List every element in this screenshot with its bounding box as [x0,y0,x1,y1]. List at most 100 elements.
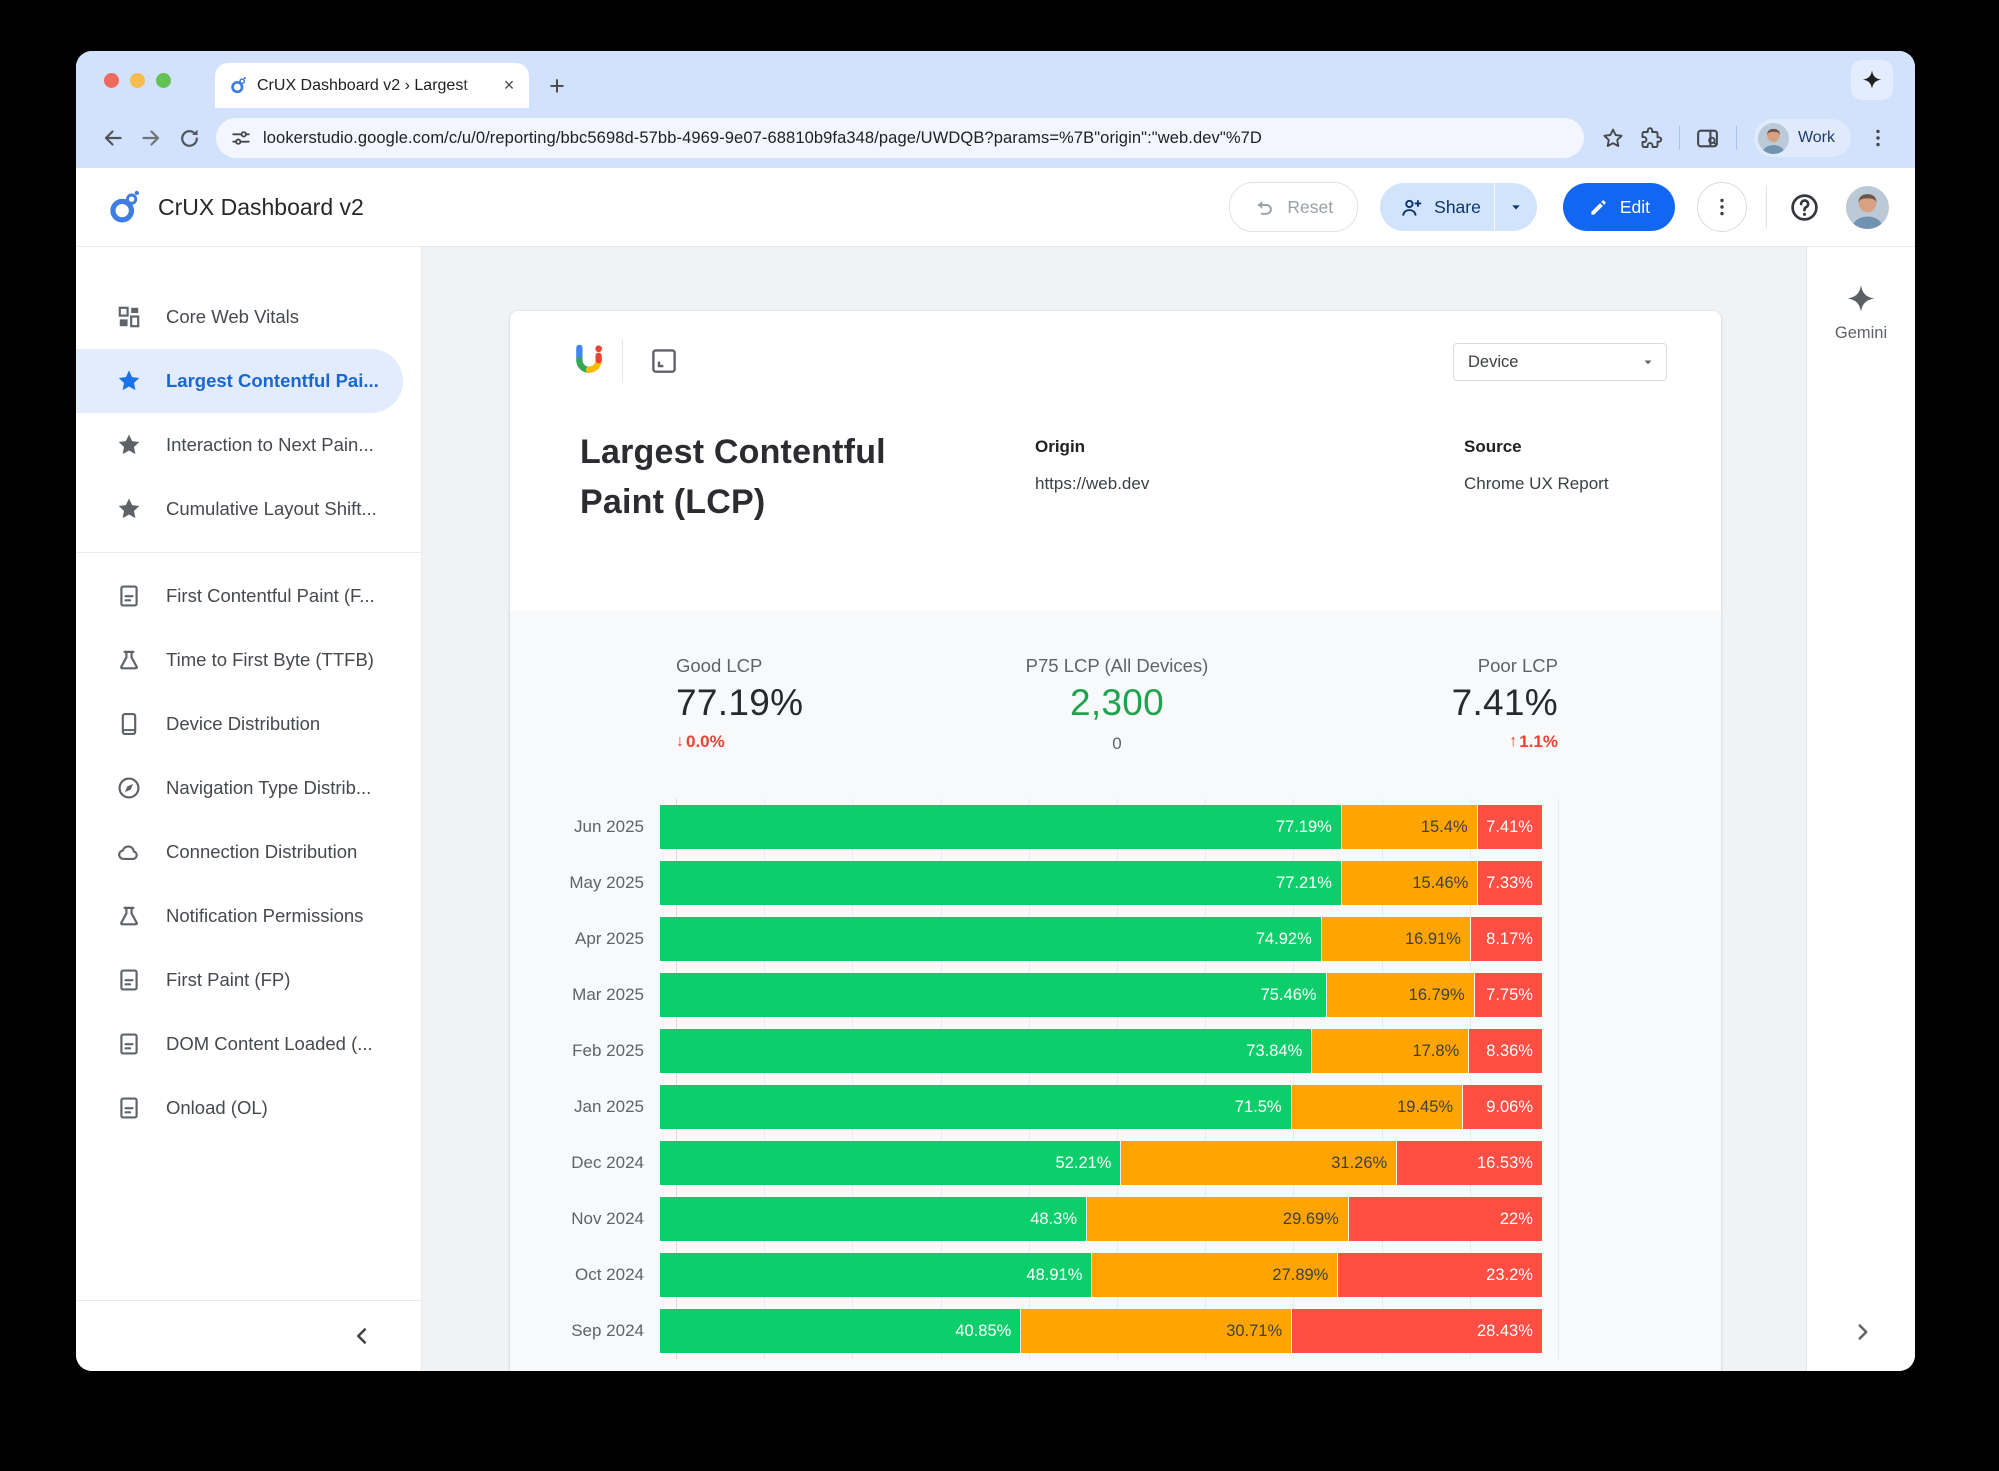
frame-image-icon[interactable] [649,346,679,376]
bar-segment-poor[interactable]: 22% [1347,1197,1542,1241]
looker-studio-favicon-icon [229,76,248,95]
bar-segment-poor[interactable]: 7.41% [1476,805,1542,849]
sidebar-item-core-web-vitals[interactable]: Core Web Vitals [76,285,403,349]
app-header: CrUX Dashboard v2 Reset Share Edit [76,168,1915,247]
bar-segment-value: 16.79% [1408,985,1465,1004]
bar-segment-good[interactable]: 75.46% [660,973,1326,1017]
bar-segment-poor[interactable]: 8.17% [1469,917,1542,961]
bar-segment-value: 22% [1499,1209,1533,1228]
bar-segment-good[interactable]: 48.3% [660,1197,1086,1241]
new-tab-button[interactable]: + [549,70,565,101]
expand-gemini-button[interactable] [1850,1319,1876,1345]
sidebar-item-device-distribution[interactable]: Device Distribution [76,692,403,756]
bar-segment-value: 7.33% [1486,873,1533,892]
maximize-window-button[interactable] [156,73,171,88]
poor-lcp-label: Poor LCP [1477,655,1558,676]
bar-segment-needs-improvement[interactable]: 15.4% [1340,805,1477,849]
reset-label: Reset [1287,196,1334,217]
bar-segment-value: 9.06% [1486,1097,1533,1116]
bar-segment-poor[interactable]: 28.43% [1291,1309,1542,1353]
bar-segment-needs-improvement[interactable]: 27.89% [1091,1253,1338,1297]
bar-segment-poor[interactable]: 23.2% [1337,1253,1542,1297]
sidebar-item-first-contentful-paint-f[interactable]: First Contentful Paint (F... [76,564,403,628]
sidebar-item-navigation-type-distrib[interactable]: Navigation Type Distrib... [76,756,403,820]
profile-label: Work [1797,129,1835,146]
bar-segment-value: 16.91% [1404,929,1461,948]
bar-segment-needs-improvement[interactable]: 16.79% [1325,973,1474,1017]
device-filter-dropdown[interactable]: Device [1453,343,1667,381]
sidebar-item-largest-contentful-pai[interactable]: Largest Contentful Pai... [76,349,403,413]
bar-segment-poor[interactable]: 7.33% [1477,861,1542,905]
bar-segment-good[interactable]: 77.21% [660,861,1341,905]
logo-divider [622,339,623,383]
sidebar-item-notification-permissions[interactable]: Notification Permissions [76,884,403,948]
tab-close-icon[interactable]: × [503,75,515,95]
back-button[interactable] [94,119,132,157]
bar-segment-needs-improvement[interactable]: 31.26% [1120,1141,1397,1185]
report-canvas: Device Largest Contentful Paint (LCP) Or… [422,247,1806,1371]
sidebar-item-dom-content-loaded[interactable]: DOM Content Loaded (... [76,1012,403,1076]
bar-segment-needs-improvement[interactable]: 15.46% [1340,861,1478,905]
bar-segment-poor[interactable]: 16.53% [1396,1141,1542,1185]
bar-segment-needs-improvement[interactable]: 17.8% [1311,1029,1469,1073]
sidebar-item-label: Notification Permissions [166,905,364,926]
share-button[interactable]: Share [1380,183,1537,231]
tab-strip-sparkle-button[interactable] [1851,60,1893,100]
help-button[interactable] [1786,189,1822,225]
bar-segment-good[interactable]: 77.19% [660,805,1341,849]
close-window-button[interactable] [104,73,119,88]
sidebar-item-cumulative-layout-shift[interactable]: Cumulative Layout Shift... [76,477,403,541]
gemini-label: Gemini [1834,324,1888,342]
bookmark-button[interactable] [1594,119,1632,157]
address-bar[interactable]: lookerstudio.google.com/c/u/0/reporting/… [216,118,1584,158]
toolbar-divider [1678,126,1680,150]
looker-studio-logo-icon[interactable] [106,189,143,226]
bar-segment-good[interactable]: 74.92% [660,917,1321,961]
bar-segment-good[interactable]: 40.85% [660,1309,1021,1353]
sidebar-item-onload-ol[interactable]: Onload (OL) [76,1076,403,1140]
reset-button[interactable]: Reset [1229,182,1359,232]
sidebar-item-time-to-first-byte-ttfb[interactable]: Time to First Byte (TTFB) [76,628,403,692]
source-value: Chrome UX Report [1464,474,1609,493]
share-main-segment[interactable]: Share [1380,183,1494,231]
bar-segment-good[interactable]: 52.21% [660,1141,1121,1185]
bar-segment-good[interactable]: 71.5% [660,1085,1291,1129]
bar-segment-value: 15.46% [1412,873,1469,892]
report-card-body: Good LCP 77.19% ↓ 0.0% P75 LCP (All Devic… [510,611,1721,1371]
site-settings-icon[interactable] [230,127,252,149]
origin-label: Origin [1035,437,1086,456]
sidebar-item-interaction-to-next-pain[interactable]: Interaction to Next Pain... [76,413,403,477]
reload-button[interactable] [170,119,208,157]
sidebar-item-label: Onload (OL) [166,1097,268,1118]
extensions-button[interactable] [1632,119,1670,157]
account-avatar[interactable] [1846,185,1889,229]
edit-button[interactable]: Edit [1562,183,1675,231]
forward-button[interactable] [132,119,170,157]
more-options-button[interactable] [1697,182,1747,232]
bar-segment-value: 30.71% [1226,1321,1283,1340]
browser-tab[interactable]: CrUX Dashboard v2 › Largest × [215,63,529,108]
bar-segment-poor[interactable]: 7.75% [1473,973,1542,1017]
bar-segment-needs-improvement[interactable]: 29.69% [1086,1197,1348,1241]
chart-row-label: Jan 2025 [574,1097,644,1116]
side-panel-button[interactable] [1689,119,1727,157]
bar-segment-poor[interactable]: 9.06% [1462,1085,1542,1129]
sidebar-footer [76,1300,421,1371]
bar-segment-good[interactable]: 73.84% [660,1029,1312,1073]
bar-segment-needs-improvement[interactable]: 16.91% [1320,917,1470,961]
minimize-window-button[interactable] [130,73,145,88]
bar-segment-poor[interactable]: 8.36% [1468,1029,1542,1073]
browser-menu-button[interactable] [1859,119,1897,157]
collapse-sidebar-button[interactable] [349,1323,375,1349]
share-dropdown-button[interactable] [1495,183,1537,231]
gemini-sparkle-icon[interactable] [1845,283,1877,315]
poor-lcp-scorecard[interactable]: Poor LCP 7.41% ↑ 1.1% [1452,655,1558,759]
bar-segment-needs-improvement[interactable]: 30.71% [1020,1309,1292,1353]
profile-chip[interactable]: Work [1753,119,1851,157]
sidebar-item-connection-distribution[interactable]: Connection Distribution [76,820,403,884]
bar-segment-needs-improvement[interactable]: 19.45% [1290,1085,1463,1129]
bar-segment-good[interactable]: 48.91% [660,1253,1092,1297]
good-lcp-scorecard[interactable]: Good LCP 77.19% ↓ 0.0% [676,655,803,759]
p75-lcp-scorecard[interactable]: P75 LCP (All Devices) 2,300 0 [1026,655,1209,754]
sidebar-item-first-paint-fp[interactable]: First Paint (FP) [76,948,403,1012]
